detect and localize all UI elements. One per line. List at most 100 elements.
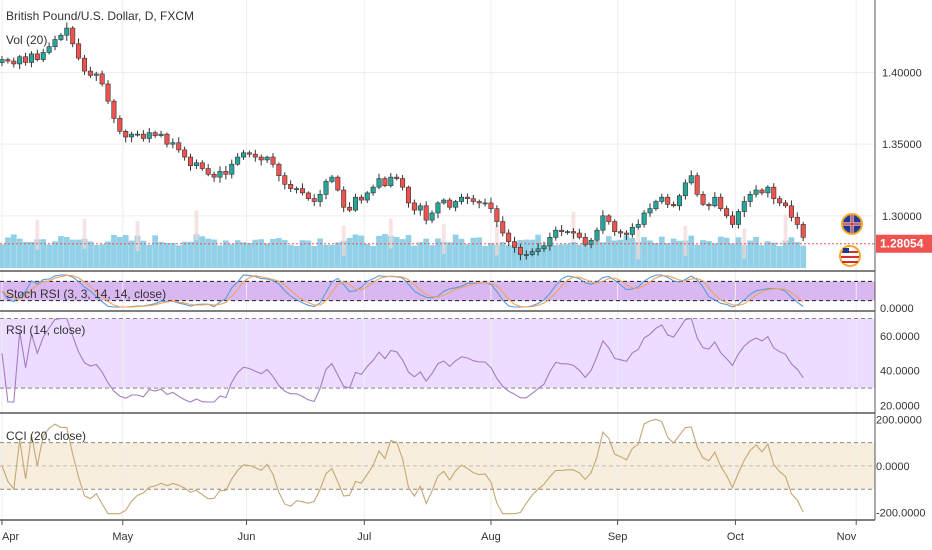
cci-tick-label: -200.0000 xyxy=(876,508,926,520)
volume-spike xyxy=(82,218,87,249)
candle-body xyxy=(512,241,518,248)
candle-body xyxy=(659,196,665,202)
cci-tick-label: 0.0000 xyxy=(876,461,910,473)
volume-bar xyxy=(87,241,94,268)
candle-body xyxy=(0,59,5,63)
volume-bar xyxy=(258,239,265,268)
volume-bar xyxy=(211,239,217,268)
candle-body xyxy=(258,156,264,161)
stoch-band-fill xyxy=(0,281,875,301)
last-price-tag xyxy=(876,234,932,253)
candle-body xyxy=(688,175,694,184)
candle-body xyxy=(741,201,747,212)
candle-body xyxy=(235,156,241,165)
candle-body xyxy=(134,133,140,136)
volume-bar xyxy=(417,242,424,268)
candle-body xyxy=(217,171,223,178)
volume-bar xyxy=(128,240,135,268)
us-flag-icon[interactable] xyxy=(839,245,861,267)
volume-bar xyxy=(788,237,795,268)
volume-bar xyxy=(488,243,494,268)
candle-body xyxy=(565,231,571,233)
candle-body xyxy=(93,73,99,76)
candle-body xyxy=(264,156,270,161)
volume-bar xyxy=(405,235,412,268)
volume-bar xyxy=(564,244,571,268)
candle-body xyxy=(800,224,806,238)
candle-body xyxy=(600,215,606,231)
volume-spike xyxy=(135,220,140,251)
volume-bar xyxy=(234,240,241,268)
volume-bar xyxy=(429,245,435,268)
stoch-rsi-title: Stoch RSI (3, 3, 14, 14, close) xyxy=(6,287,166,301)
candle-body xyxy=(441,199,447,204)
volume-spike xyxy=(636,229,641,260)
candle-body xyxy=(747,194,753,202)
volume-bar xyxy=(299,240,306,268)
candle-body xyxy=(671,204,677,207)
candle-body xyxy=(347,206,353,211)
candle-body xyxy=(476,201,482,204)
volume-bar xyxy=(776,245,783,268)
candle-body xyxy=(241,152,247,158)
candle-body xyxy=(730,215,736,225)
candle-body xyxy=(694,175,700,195)
volume-bar xyxy=(470,237,477,268)
candle-body xyxy=(370,186,376,194)
candle-body xyxy=(246,152,252,155)
candle-body xyxy=(105,83,111,102)
candle-body xyxy=(146,132,152,139)
volume-bar xyxy=(181,241,188,268)
candle-body xyxy=(647,208,653,214)
volume-bar xyxy=(116,236,123,268)
candle-body xyxy=(576,232,582,238)
volume-spike xyxy=(571,211,576,242)
volume-bar xyxy=(358,235,365,268)
volume-bar xyxy=(458,238,465,268)
time-tick-label: Oct xyxy=(727,531,744,543)
candle-body xyxy=(252,153,258,158)
volume-bar xyxy=(169,243,176,268)
volume-bar xyxy=(164,243,170,268)
time-tick-label: Jul xyxy=(357,531,371,543)
volume-bar xyxy=(623,235,630,268)
candle-body xyxy=(152,132,158,136)
volume-bar xyxy=(158,241,164,268)
volume-bar xyxy=(446,242,453,268)
candle-body xyxy=(635,224,641,228)
gb-flag-icon[interactable] xyxy=(841,213,863,235)
time-axis: Apr May Jun Jul Aug Sep Oct Nov xyxy=(1,520,857,543)
candle-body xyxy=(288,184,294,189)
candle-body xyxy=(34,53,40,60)
candle-body xyxy=(417,205,423,211)
volume-bar xyxy=(641,237,647,268)
price-axis: 1.40000 1.35000 1.30000 0.0000 60.0000 40.000… xyxy=(876,68,926,520)
volume-bar xyxy=(334,242,341,268)
volume-bar xyxy=(694,244,701,268)
volume-bar xyxy=(670,238,677,268)
cci-title: CCI (20, close) xyxy=(6,429,86,443)
candle-body xyxy=(765,186,771,194)
candle-body xyxy=(794,216,800,225)
volume-bar xyxy=(329,244,335,268)
candle-body xyxy=(783,202,789,207)
volume-bar xyxy=(735,237,742,268)
candle-body xyxy=(735,211,741,225)
volume-bar xyxy=(5,237,11,268)
volume-spike xyxy=(341,225,346,256)
volume-bar xyxy=(293,245,300,268)
candle-body xyxy=(317,194,323,202)
candle-body xyxy=(40,52,46,60)
candle-body xyxy=(618,231,624,234)
volume-bar xyxy=(270,238,276,268)
time-tick-label: May xyxy=(112,531,133,543)
volume-spike xyxy=(683,225,688,256)
volume-bar xyxy=(252,239,259,268)
candle-body xyxy=(712,196,718,207)
candle-body xyxy=(529,251,535,255)
candle-body xyxy=(429,212,435,221)
volume-bar xyxy=(653,242,659,268)
candle-body xyxy=(606,215,612,222)
candles xyxy=(0,22,806,261)
